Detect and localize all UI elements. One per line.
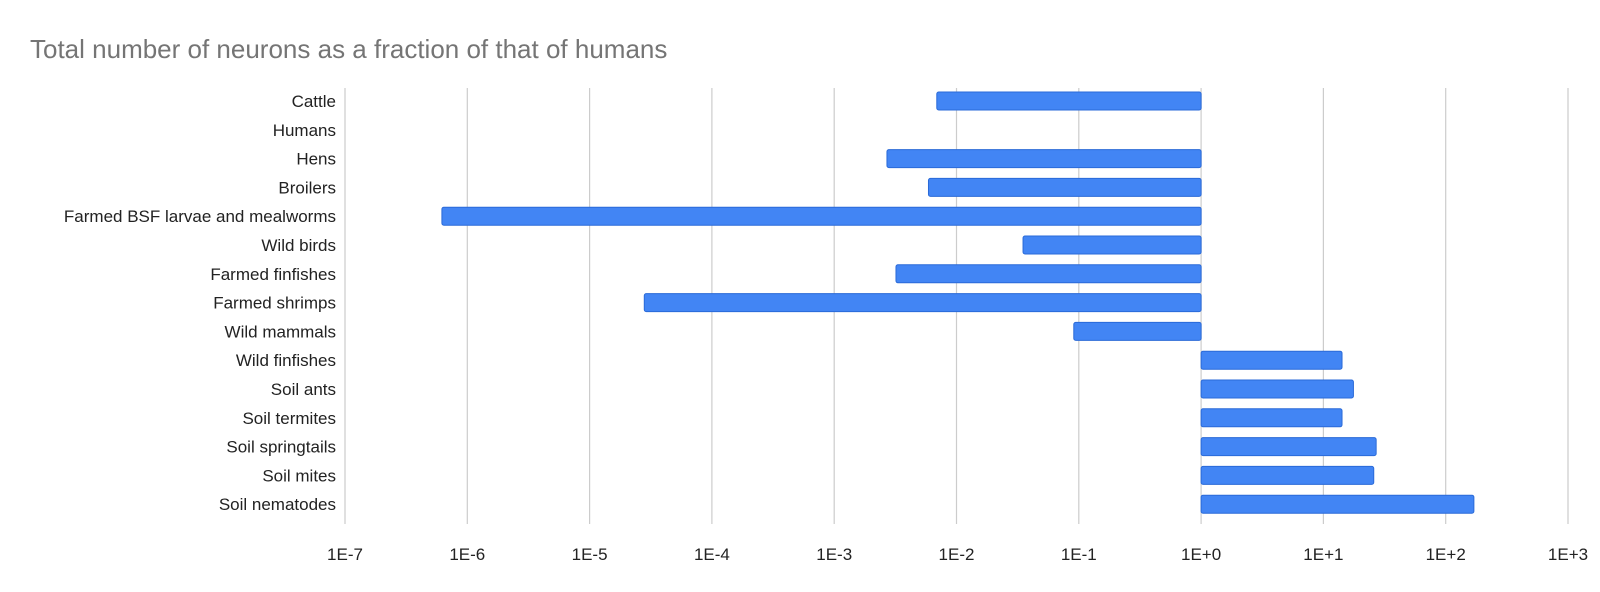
category-label: Hens <box>296 150 336 169</box>
x-tick-label: 1E-5 <box>572 545 608 564</box>
category-label: Soil ants <box>271 380 336 399</box>
bars <box>441 91 1475 514</box>
bar <box>1200 379 1354 399</box>
category-label: Farmed shrimps <box>213 294 336 313</box>
x-tick-label: 1E+1 <box>1303 545 1343 564</box>
category-label: Farmed finfishes <box>210 265 336 284</box>
x-tick-label: 1E-7 <box>327 545 363 564</box>
category-label: Cattle <box>292 92 336 111</box>
category-label: Wild birds <box>261 236 336 255</box>
category-label: Soil springtails <box>226 438 336 457</box>
x-tick-label: 1E-6 <box>449 545 485 564</box>
bar <box>936 91 1202 111</box>
bar <box>1200 437 1377 457</box>
bar <box>1200 494 1475 514</box>
category-label: Humans <box>273 121 336 140</box>
bar <box>1200 465 1375 485</box>
x-tick-label: 1E-1 <box>1061 545 1097 564</box>
x-tick-label: 1E-3 <box>816 545 852 564</box>
bar <box>1200 408 1343 428</box>
bar <box>895 264 1202 284</box>
bar <box>1200 350 1343 370</box>
x-tick-labels: 1E-7 1E-6 1E-5 1E-4 1E-3 1E-2 1E-1 1E+0 1E+1 1E+2… <box>327 545 1588 564</box>
bar <box>927 177 1202 197</box>
chart-title: Total number of neurons as a fraction of… <box>30 34 667 64</box>
bar <box>886 149 1202 169</box>
bar <box>1073 321 1202 341</box>
category-label: Broilers <box>278 178 336 197</box>
bar <box>643 293 1202 313</box>
x-tick-label: 1E-2 <box>939 545 975 564</box>
x-tick-label: 1E+2 <box>1426 545 1466 564</box>
category-label: Farmed BSF larvae and mealworms <box>64 207 336 226</box>
x-tick-label: 1E+0 <box>1181 545 1221 564</box>
category-label: Soil termites <box>242 409 336 428</box>
bar <box>441 206 1202 226</box>
x-tick-label: 1E-4 <box>694 545 730 564</box>
category-label: Wild mammals <box>225 322 336 341</box>
category-label: Soil mites <box>262 466 336 485</box>
category-label: Soil nematodes <box>219 495 336 514</box>
x-tick-label: 1E+3 <box>1548 545 1588 564</box>
category-labels: Cattle Humans Hens Broilers Farmed BSF larva… <box>64 92 336 514</box>
bar <box>1022 235 1202 255</box>
category-label: Wild finfishes <box>236 351 336 370</box>
